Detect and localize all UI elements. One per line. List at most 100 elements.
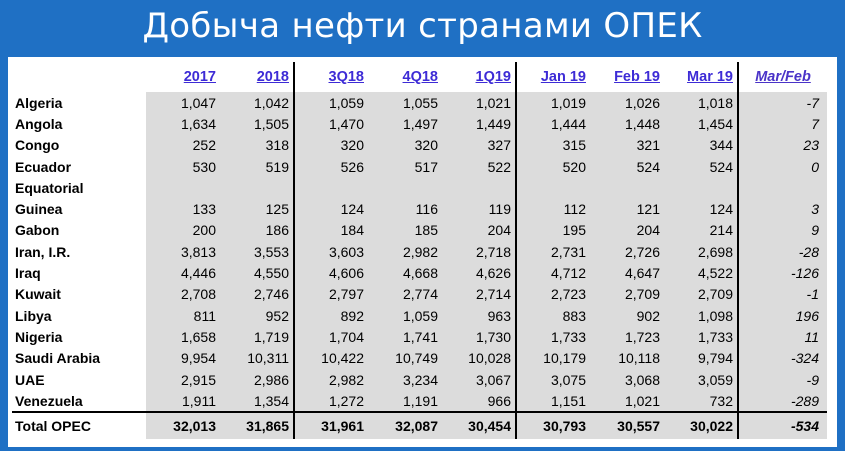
country-name: Iraq — [15, 265, 41, 282]
table-row: Ecuador 530 519 526 517 522 520 524 524 0 — [12, 155, 827, 178]
value-cell: 3,075 — [515, 368, 590, 391]
value-cell: 3,234 — [368, 368, 442, 391]
value-cell: 1,723 — [590, 326, 664, 348]
empty-cell — [664, 177, 738, 199]
empty-cell — [737, 177, 827, 199]
value-cell: 195 — [515, 219, 590, 242]
value-cell: 30,022 — [664, 411, 738, 440]
value-cell: 2,915 — [146, 368, 220, 391]
column-header[interactable]: 2017 — [183, 69, 216, 85]
table-row: Guinea 133 125 124 116 119 112 121 124 3 — [12, 198, 827, 220]
value-cell: 2,726 — [590, 241, 664, 263]
opec-production-table: 2017 2018 3Q18 4Q18 1Q19 Jan 19 Feb 19 M… — [12, 62, 827, 440]
value-cell: 4,606 — [293, 262, 368, 284]
value-cell: 10,311 — [220, 347, 294, 369]
change-cell: -9 — [737, 368, 827, 391]
column-header[interactable]: 1Q19 — [475, 69, 511, 85]
value-cell: 1,151 — [515, 390, 590, 413]
column-header[interactable]: Feb 19 — [614, 69, 660, 85]
change-cell: -28 — [737, 241, 827, 263]
value-cell: 10,179 — [515, 347, 590, 369]
value-cell: 320 — [368, 134, 442, 156]
value-cell: 1,272 — [293, 390, 368, 413]
value-cell: 892 — [293, 304, 368, 327]
value-cell: 318 — [220, 134, 294, 156]
value-cell: 124 — [664, 198, 738, 220]
value-cell: 32,013 — [146, 411, 220, 440]
country-name: Congo — [15, 137, 60, 154]
value-cell: 1,730 — [442, 326, 516, 348]
table-row: Equatorial — [12, 177, 827, 199]
value-cell: 1,449 — [442, 113, 516, 135]
country-name: Guinea — [15, 201, 63, 218]
table-row: Angola 1,634 1,505 1,470 1,497 1,449 1,444 1,44… — [12, 113, 827, 135]
value-cell: 4,712 — [515, 262, 590, 284]
column-header[interactable]: Jan 19 — [515, 62, 590, 92]
value-cell: 520 — [515, 155, 590, 178]
value-cell: 2,797 — [293, 283, 368, 305]
value-cell: 2,746 — [220, 283, 294, 305]
value-cell: 524 — [664, 155, 738, 178]
value-cell: 344 — [664, 134, 738, 156]
value-cell: 184 — [293, 219, 368, 242]
country-name: Angola — [15, 115, 63, 132]
value-cell: 3,068 — [590, 368, 664, 391]
value-cell: 1,019 — [515, 92, 590, 114]
value-cell: 2,982 — [293, 368, 368, 391]
value-cell: 133 — [146, 198, 220, 220]
value-cell: 1,042 — [220, 92, 294, 114]
change-cell: -534 — [737, 411, 827, 440]
value-cell: 119 — [442, 198, 516, 220]
value-cell: 732 — [664, 390, 738, 413]
country-name: Gabon — [15, 222, 60, 239]
change-cell: -289 — [737, 390, 827, 413]
value-cell: 1,444 — [515, 113, 590, 135]
table-row: UAE 2,915 2,986 2,982 3,234 3,067 3,075 3,068 3,… — [12, 368, 827, 391]
empty-cell — [293, 177, 368, 199]
country-name: Iran, I.R. — [15, 243, 71, 260]
value-cell: 30,454 — [442, 411, 516, 440]
table-row: Algeria 1,047 1,042 1,059 1,055 1,021 1,019 1,0… — [12, 92, 827, 114]
value-cell: 1,470 — [293, 113, 368, 135]
value-cell: 4,668 — [368, 262, 442, 284]
column-header[interactable]: 2018 — [256, 69, 289, 85]
value-cell: 2,714 — [442, 283, 516, 305]
value-cell: 186 — [220, 219, 294, 242]
value-cell: 10,749 — [368, 347, 442, 369]
value-cell: 1,733 — [664, 326, 738, 348]
value-cell: 1,448 — [590, 113, 664, 135]
value-cell: 10,118 — [590, 347, 664, 369]
value-cell: 125 — [220, 198, 294, 220]
value-cell: 30,557 — [590, 411, 664, 440]
value-cell: 1,021 — [590, 390, 664, 413]
value-cell: 3,059 — [664, 368, 738, 391]
column-header[interactable]: Mar 19 — [687, 69, 733, 85]
change-cell: 196 — [737, 304, 827, 327]
value-cell: 9,954 — [146, 347, 220, 369]
column-header[interactable]: Mar/Feb — [737, 62, 827, 92]
table-row: Saudi Arabia 9,954 10,311 10,422 10,749 10,02… — [12, 347, 827, 369]
value-cell: 1,021 — [442, 92, 516, 114]
value-cell: 4,446 — [146, 262, 220, 284]
table-row: Venezuela 1,911 1,354 1,272 1,191 966 1,151 1,0… — [12, 390, 827, 413]
column-header[interactable]: 3Q18 — [293, 62, 368, 92]
change-cell: -7 — [737, 92, 827, 114]
country-name: Ecuador — [15, 158, 72, 175]
value-cell: 811 — [146, 304, 220, 327]
value-cell: 1,059 — [368, 304, 442, 327]
value-cell: 3,603 — [293, 241, 368, 263]
change-cell: -1 — [737, 283, 827, 305]
change-cell: -126 — [737, 262, 827, 284]
value-cell: 1,658 — [146, 326, 220, 348]
column-header[interactable]: 4Q18 — [402, 69, 438, 85]
country-name: Algeria — [15, 94, 63, 111]
value-cell: 116 — [368, 198, 442, 220]
value-cell: 2,698 — [664, 241, 738, 263]
value-cell: 1,354 — [220, 390, 294, 413]
value-cell: 185 — [368, 219, 442, 242]
value-cell: 31,865 — [220, 411, 294, 440]
value-cell: 2,718 — [442, 241, 516, 263]
value-cell: 31,961 — [293, 411, 368, 440]
value-cell: 2,774 — [368, 283, 442, 305]
value-cell: 1,505 — [220, 113, 294, 135]
